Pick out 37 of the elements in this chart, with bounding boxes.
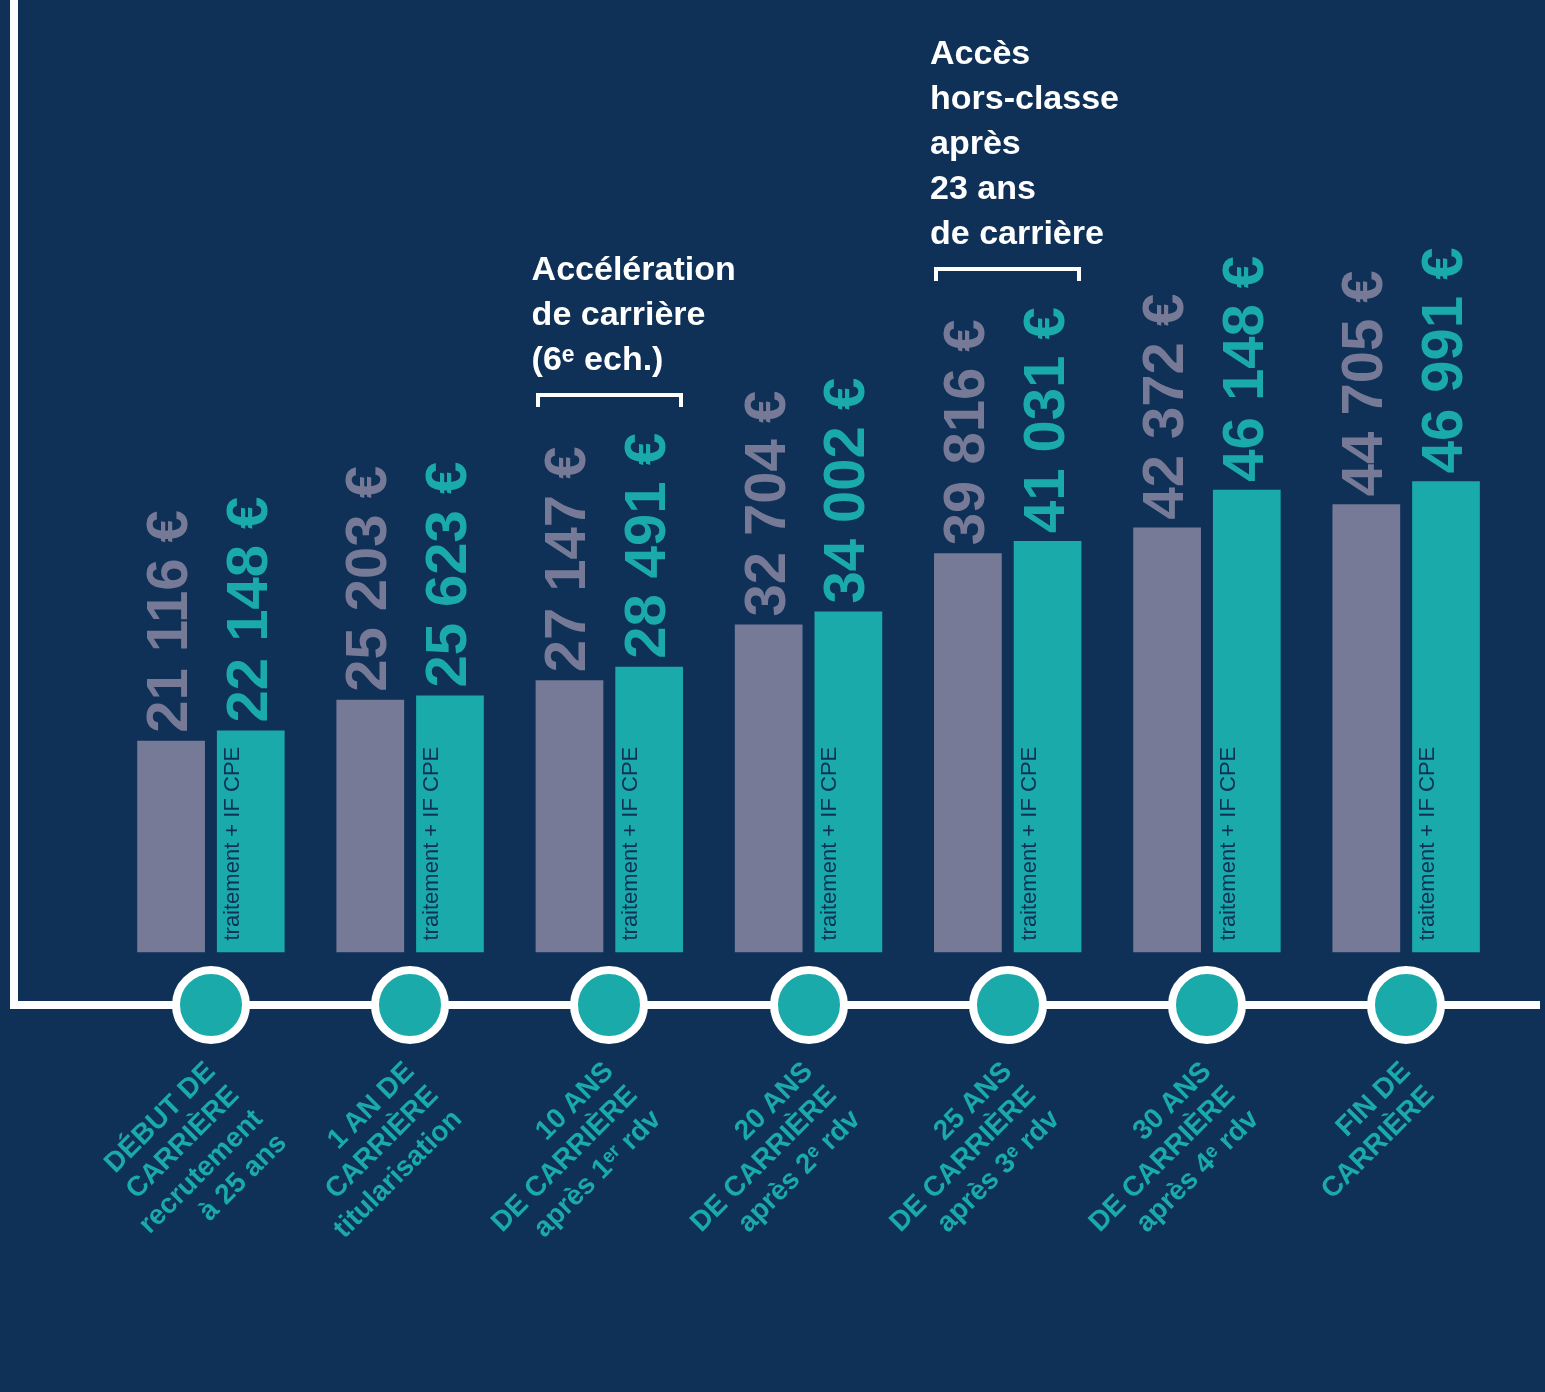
data-label: 32 704 €: [731, 390, 797, 617]
bar: [1332, 504, 1401, 953]
bar: [934, 553, 1002, 953]
bar: [1013, 541, 1082, 953]
text: traitement + IF CPE: [617, 746, 643, 941]
data-label: 34 002 €: [811, 377, 877, 604]
text: traitement + IF CPE: [1414, 746, 1440, 941]
text: traitement + IF CPE: [218, 746, 244, 941]
data-label: 25 623 €: [412, 461, 478, 688]
data-label: 27 147 €: [532, 446, 598, 673]
data-label: 25 203 €: [333, 466, 399, 692]
bar: [1412, 481, 1480, 953]
data-label: 28 491 €: [612, 433, 678, 659]
data-label: 39 816 €: [930, 319, 996, 546]
data-label: 46 991 €: [1408, 247, 1474, 474]
series-label: traitement + IF CPE: [418, 746, 444, 941]
data-label: 21 116 €: [134, 510, 200, 733]
data-label: 44 705 €: [1329, 270, 1395, 497]
text: Accélération de carrière (6ᵉ ech.): [531, 248, 736, 380]
bar: [416, 695, 484, 953]
bar: [336, 699, 405, 953]
bar: [1133, 527, 1201, 953]
data-label: 22 148 €: [213, 496, 279, 723]
bar: [1212, 489, 1281, 953]
text: traitement + IF CPE: [1015, 746, 1041, 941]
bar: [734, 624, 803, 953]
text: Accès hors-classe après 23 ans de carrière: [930, 32, 1120, 254]
text: traitement + IF CPE: [1214, 746, 1240, 941]
data-label: 41 031 €: [1010, 307, 1076, 534]
text: traitement + IF CPE: [816, 746, 842, 941]
bar: [814, 611, 883, 953]
bar: [615, 666, 684, 953]
data-label: 42 372 €: [1130, 293, 1196, 520]
bar: [137, 740, 205, 953]
data-label: 46 148 €: [1209, 255, 1275, 482]
bar: [535, 680, 604, 953]
bar: [216, 730, 285, 953]
